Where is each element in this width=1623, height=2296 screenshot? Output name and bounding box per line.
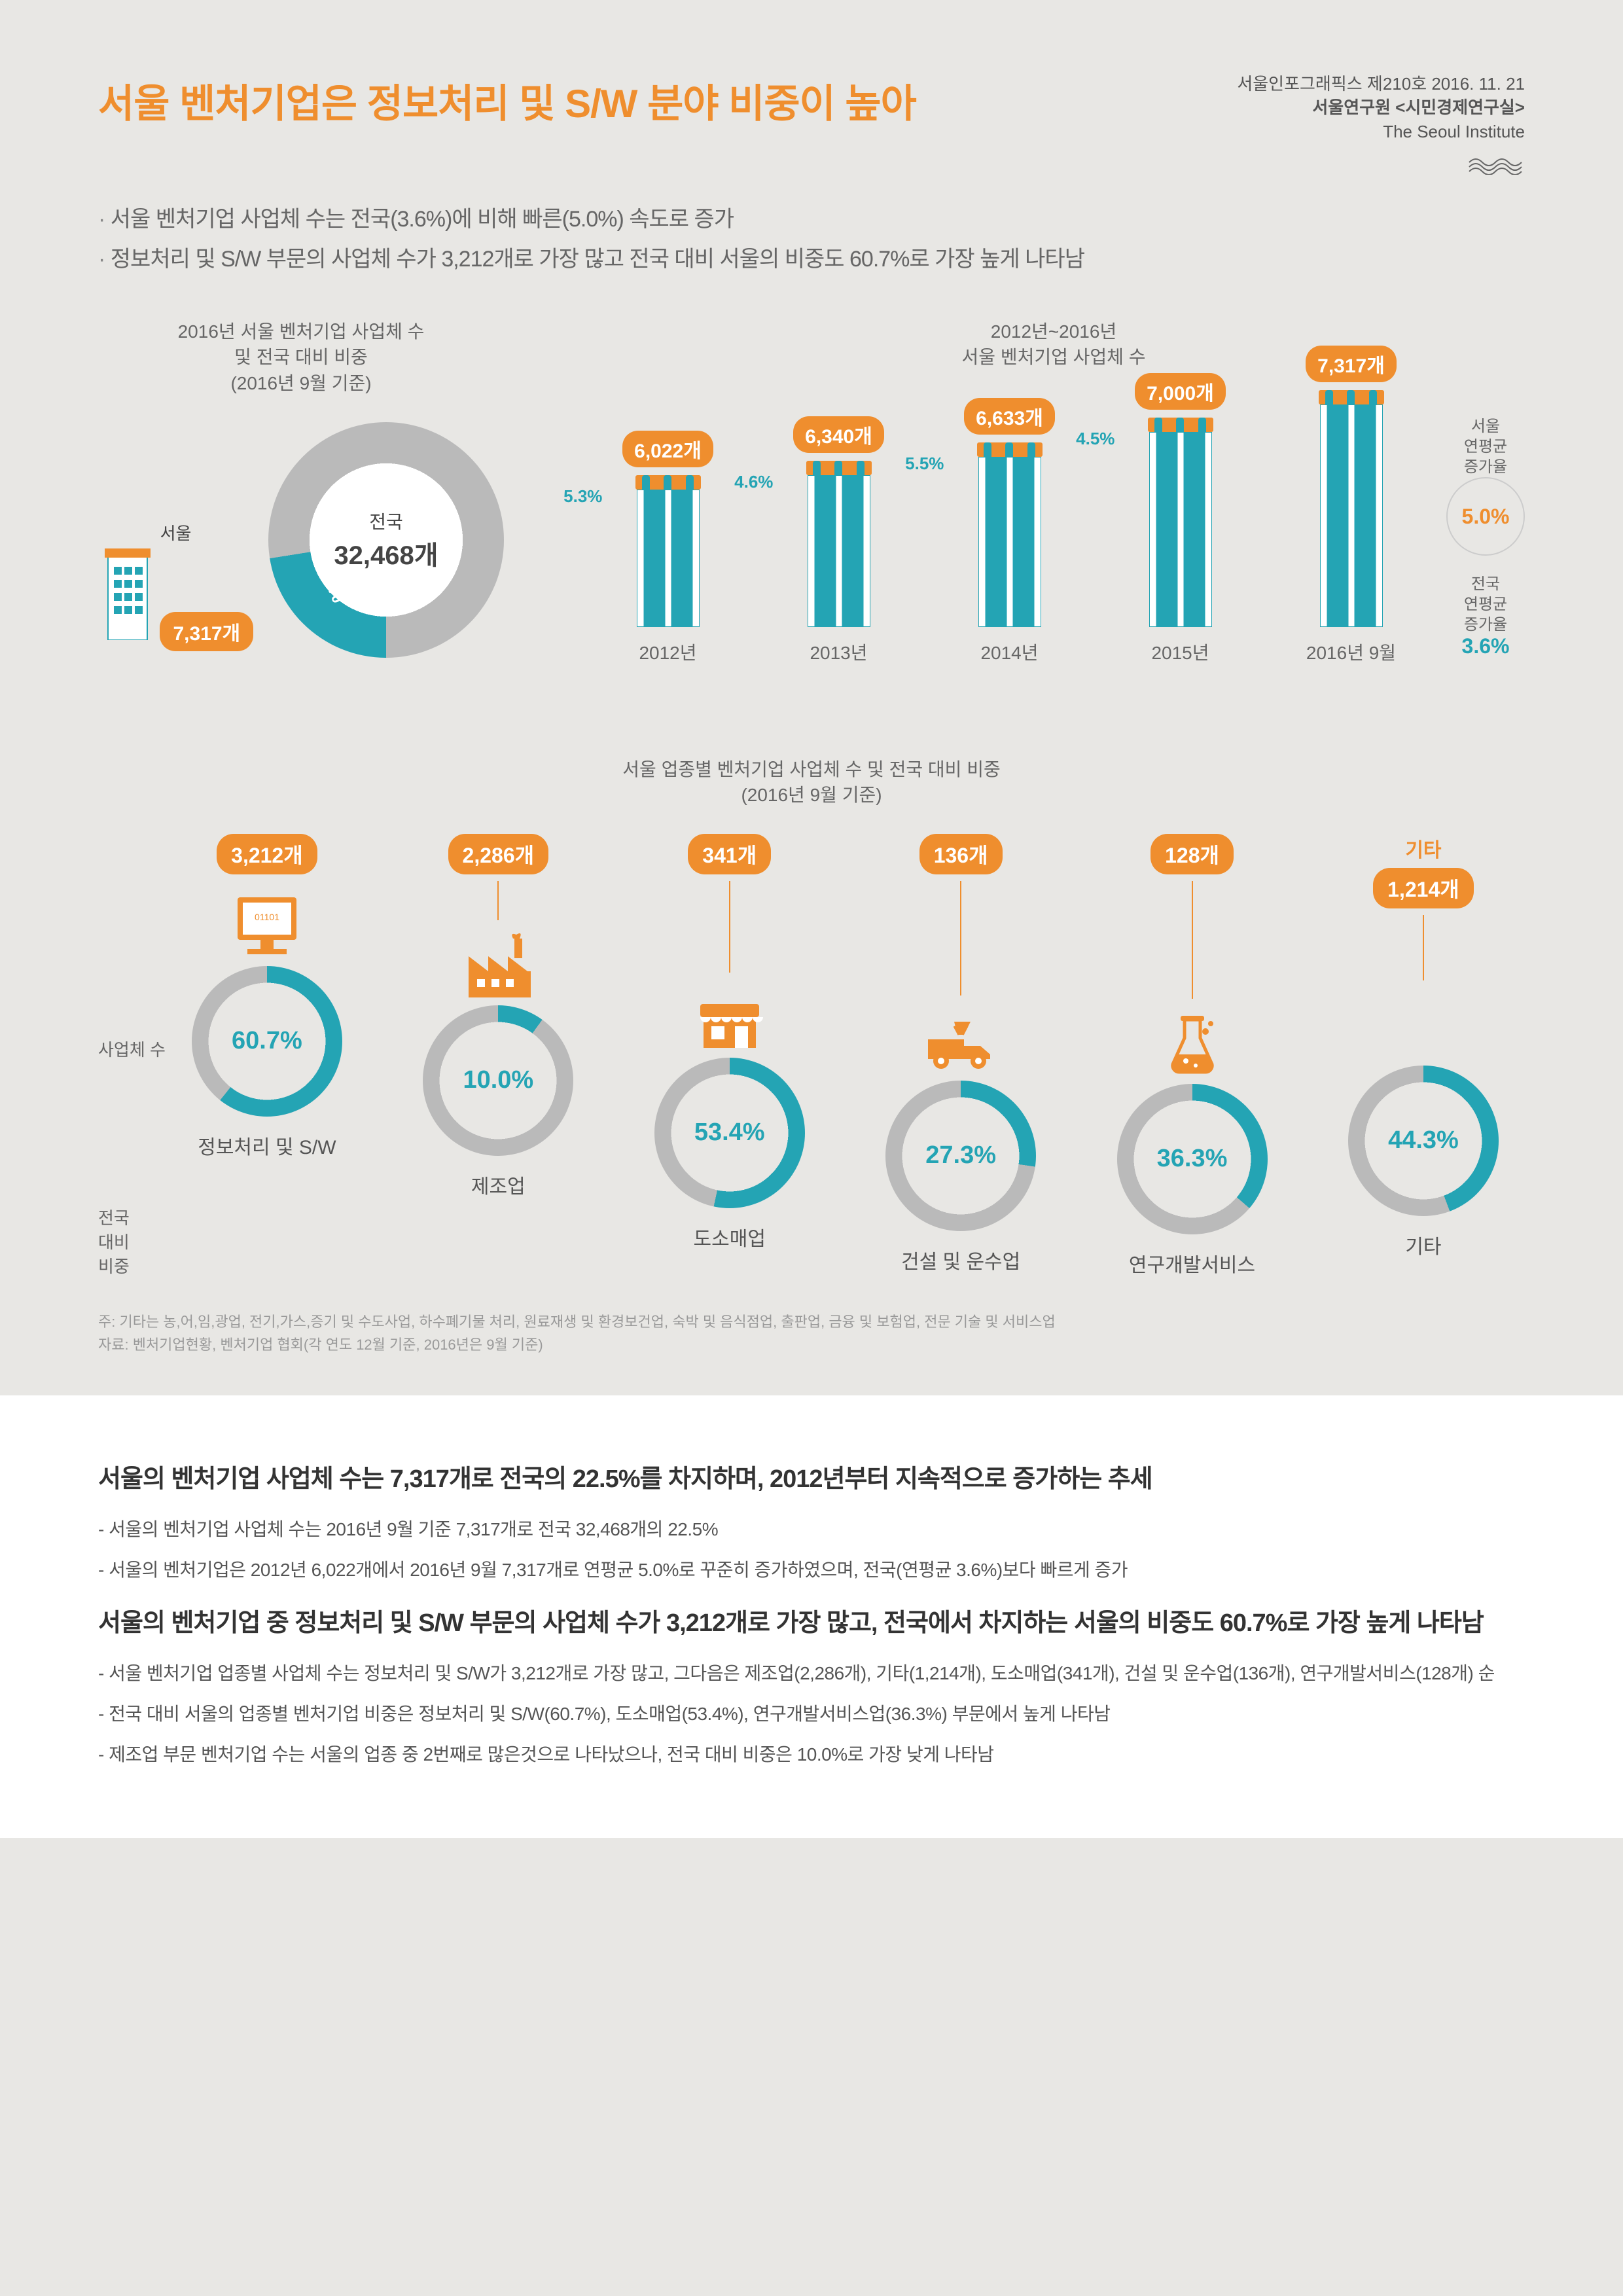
etc-label: 기타 [1405, 834, 1441, 863]
section-para: 전국 대비 서울의 업종별 벤처기업 비중은 정보처리 및 S/W(60.7%)… [98, 1698, 1525, 1730]
national-avg-label: 전국연평균증가율 [1446, 574, 1525, 636]
bar-year-label: 2012년 [639, 639, 696, 665]
truck-icon [918, 996, 1003, 1074]
cat-count-badge: 136개 [919, 834, 1003, 874]
national-avg-pct: 3.6% [1462, 636, 1510, 656]
cat-pct: 60.7% [192, 966, 342, 1117]
building-icon [98, 548, 157, 640]
svg-text:01101: 01101 [255, 912, 279, 922]
cat-donut-chart: 44.3% [1348, 1066, 1499, 1216]
seoul-building: 서울 7,317개 [98, 520, 253, 651]
bullet: 서울 벤처기업 사업체 수는 전국(3.6%)에 비해 빠른(5.0%) 속도로… [98, 201, 1525, 233]
bar-count-badge: 6,633개 [964, 398, 1055, 435]
cat-connector [1192, 881, 1193, 999]
bar-year-label: 2014년 [980, 639, 1038, 665]
cat-donut-chart: 27.3% [885, 1081, 1036, 1231]
cat-connector [729, 881, 730, 973]
donut-main-title: 2016년 서울 벤처기업 사업체 수및 전국 대비 비중(2016년 9월 기… [98, 319, 504, 396]
cats-title: 서울 업종별 벤처기업 사업체 수 및 전국 대비 비중(2016년 9월 기준… [98, 757, 1525, 808]
bar-roof-icon [635, 475, 701, 490]
section-para: 제조업 부문 벤처기업 수는 서울의 업종 중 2번째로 많은것으로 나타났으나… [98, 1739, 1525, 1770]
main-donut-section: 2016년 서울 벤처기업 사업체 수및 전국 대비 비중(2016년 9월 기… [98, 319, 504, 664]
bar-body [978, 457, 1041, 627]
bar-growth: 5.5% [905, 454, 944, 474]
cat-pct: 53.4% [654, 1058, 805, 1208]
bar-roof-icon [1319, 390, 1384, 404]
bar-body [808, 475, 870, 627]
cat-count-badge: 2,286개 [448, 834, 549, 874]
cat-count-badge: 1,214개 [1373, 868, 1474, 908]
header-meta: 서울인포그래픽스 제210호 2016. 11. 21 서울연구원 <시민경제연… [1237, 72, 1525, 175]
bar-year-label: 2015년 [1151, 639, 1209, 665]
bar-year-label: 2016년 9월 [1306, 639, 1396, 665]
bar-growth: 5.3% [563, 486, 602, 507]
trend-section: 2012년~2016년서울 벤처기업 사업체 수 6,022개 5.3% 201… [582, 319, 1525, 664]
bar-count-badge: 7,317개 [1306, 346, 1397, 382]
cat-donut-chart: 10.0% [423, 1005, 573, 1156]
section-para: 서울의 벤처기업 사업체 수는 2016년 9월 기준 7,317개로 전국 3… [98, 1514, 1525, 1545]
cat-pct: 36.3% [1117, 1084, 1268, 1234]
seoul-avg-label: 서울연평균증가율 [1446, 416, 1525, 478]
bar-growth: 4.5% [1076, 429, 1115, 449]
meta-line-3: The Seoul Institute [1237, 120, 1525, 143]
meta-line-1: 서울인포그래픽스 제210호 2016. 11. 21 [1237, 72, 1525, 96]
cat-name: 연구개발서비스 [1129, 1249, 1255, 1278]
cat-donut-chart: 53.4% [654, 1058, 805, 1208]
bar-count-badge: 6,340개 [793, 416, 884, 453]
bar-year-label: 2013년 [810, 639, 867, 665]
cat-pct: 44.3% [1348, 1066, 1499, 1216]
national-label: 전국 [369, 508, 403, 534]
cat-name: 기타 [1405, 1230, 1441, 1259]
cat-connector [497, 881, 499, 920]
section-heading: 서울의 벤처기업 사업체 수는 7,317개로 전국의 22.5%를 차지하며,… [98, 1461, 1525, 1498]
cat-name: 정보처리 및 S/W [198, 1131, 336, 1160]
cat-donut-chart: 36.3% [1117, 1084, 1268, 1234]
bar-count-badge: 6,022개 [622, 431, 713, 467]
bar-roof-icon [977, 442, 1043, 457]
cat-name: 도소매업 [694, 1223, 766, 1251]
flask-icon [1160, 999, 1225, 1077]
cat-name: 제조업 [471, 1170, 526, 1199]
cat-connector [1423, 915, 1424, 980]
computer-icon: 01101 [228, 881, 306, 960]
main-donut-chart: 전국 32,468개 22.5% [268, 422, 504, 658]
cat-pct: 27.3% [885, 1081, 1036, 1231]
category-section: 서울 업종별 벤처기업 사업체 수 및 전국 대비 비중(2016년 9월 기준… [98, 757, 1525, 1278]
cat-name: 건설 및 운수업 [901, 1246, 1020, 1274]
cat-count-badge: 128개 [1150, 834, 1234, 874]
y-label-count: 사업체 수 [98, 1037, 166, 1061]
bullet: 정보처리 및 S/W 부문의 사업체 수가 3,212개로 가장 많고 전국 대… [98, 241, 1525, 273]
footnotes: 주: 기타는 농,어,임,광업, 전기,가스,증기 및 수도사업, 하수폐기물 … [98, 1310, 1525, 1356]
bar-body [1320, 404, 1383, 627]
bar-count-badge: 7,000개 [1135, 373, 1226, 410]
cat-connector [960, 881, 961, 996]
y-label-ratio: 전국대비비중 [98, 1205, 166, 1278]
national-count: 32,468개 [334, 534, 438, 572]
y-axis-labels: 사업체 수 전국대비비중 [98, 997, 166, 1278]
cat-donut-chart: 60.7% [192, 966, 342, 1117]
section-para: 서울의 벤처기업은 2012년 6,022개에서 2016년 9월 7,317개… [98, 1554, 1525, 1586]
text-sections: 서울의 벤처기업 사업체 수는 7,317개로 전국의 22.5%를 차지하며,… [0, 1395, 1623, 1838]
trend-side-info: 서울연평균증가율 5.0% 전국연평균증가율 3.6% [1446, 390, 1525, 665]
seoul-label: 서울 [98, 520, 253, 545]
bar-body [1149, 432, 1212, 627]
bar-growth: 4.6% [734, 472, 773, 492]
section-heading: 서울의 벤처기업 중 정보처리 및 S/W 부문의 사업체 수가 3,212개로… [98, 1605, 1525, 1642]
factory-icon [459, 920, 537, 999]
cat-count-badge: 341개 [688, 834, 771, 874]
bar-roof-icon [806, 461, 872, 475]
bar-roof-icon [1148, 418, 1213, 432]
bar-body [637, 490, 700, 627]
meta-line-2: 서울연구원 <시민경제연구실> [1312, 98, 1525, 117]
section-para: 서울 벤처기업 업종별 사업체 수는 정보처리 및 S/W가 3,212개로 가… [98, 1658, 1525, 1689]
page-title: 서울 벤처기업은 정보처리 및 S/W 분야 비중이 높아 [98, 72, 916, 129]
cat-pct: 10.0% [423, 1005, 573, 1156]
seoul-count-badge: 7,317개 [160, 612, 253, 651]
cat-count-badge: 3,212개 [217, 834, 317, 874]
seoul-avg-pct: 5.0% [1446, 477, 1525, 556]
shop-icon [690, 973, 769, 1051]
seoul-institute-logo [1237, 149, 1525, 175]
